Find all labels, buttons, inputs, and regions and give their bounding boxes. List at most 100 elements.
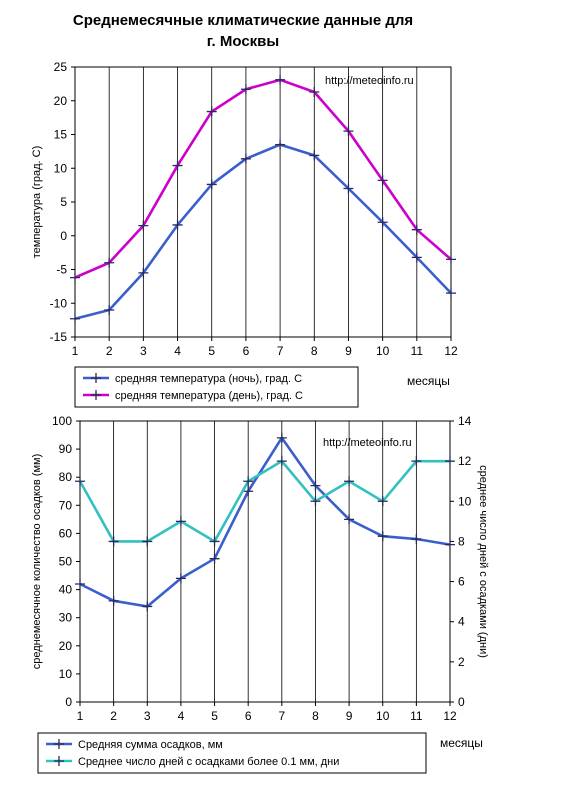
legend-marker-1 [91, 373, 101, 383]
data-point-marker [75, 476, 85, 487]
data-point-marker [343, 126, 354, 137]
data-point-marker [377, 496, 388, 507]
data-point-marker [108, 595, 119, 606]
legend-box [74, 366, 359, 408]
legend-box [37, 732, 427, 774]
data-point-marker [343, 183, 354, 194]
x-axis-label: месяцы [440, 736, 483, 750]
watermark-text: http://meteoinfo.ru [323, 437, 412, 449]
y-tick-label: 25 [54, 60, 68, 74]
data-point-marker [411, 534, 422, 545]
data-point-marker [344, 514, 355, 525]
plot-area [74, 66, 452, 338]
x-tick-label: 5 [211, 709, 218, 723]
data-point-marker [310, 480, 321, 491]
series-line-2 [78, 459, 450, 543]
data-point-marker [108, 536, 119, 547]
y-right-tick-label: 8 [458, 534, 465, 548]
chart-title: Среднемесячные климатические данные для … [0, 10, 486, 52]
data-point-marker [209, 553, 220, 564]
data-point-marker [104, 305, 115, 315]
y-tick-label: 60 [59, 526, 73, 540]
legend-marker-2 [91, 390, 101, 400]
series-line-1 [74, 143, 452, 321]
x-tick-label: 2 [106, 344, 113, 358]
x-tick-label: 7 [277, 344, 284, 358]
x-tick-label: 10 [376, 709, 390, 723]
y-tick-label: 70 [59, 498, 73, 512]
y-tick-label: 0 [65, 695, 72, 709]
data-point-marker [206, 179, 217, 190]
y-right-axis-label: среднее число дней с осадками (дни) [477, 465, 489, 658]
data-point-marker [377, 531, 388, 542]
data-point-marker [411, 224, 422, 235]
data-point-marker [206, 106, 217, 117]
data-point-marker [75, 578, 85, 589]
x-tick-label: 6 [245, 709, 252, 723]
data-point-marker [172, 219, 183, 230]
y-axis-label: среднемесячное количество осадков (мм) [31, 454, 43, 670]
temperature-chart: 1 2 3 4 5 6 7 8 9 10 11 12-15-10-50510152025темпера… [31, 60, 458, 408]
x-tick-label: 12 [444, 344, 458, 358]
chart-title-line-1: Среднемесячные климатические данные для [72, 12, 414, 29]
data-point-marker [104, 257, 115, 268]
legend-marker-1 [54, 739, 64, 749]
y-tick-label: 20 [59, 639, 73, 653]
x-tick-label: 4 [174, 344, 181, 358]
data-point-marker [70, 313, 80, 324]
data-point-marker [275, 139, 286, 150]
data-point-marker [142, 601, 153, 612]
x-tick-label: 12 [443, 709, 457, 723]
y-tick-label: 40 [59, 583, 73, 597]
data-point-marker [175, 516, 186, 527]
y-right-tick-label: 12 [458, 454, 472, 468]
y-tick-label: 15 [54, 128, 68, 142]
x-tick-label: 11 [411, 344, 424, 358]
legend-marker-2 [54, 756, 64, 766]
x-tick-label: 8 [312, 709, 319, 723]
data-point-marker [309, 150, 320, 161]
data-point-marker [243, 476, 254, 487]
legend-label-1: средняя температура (ночь), град. С [115, 373, 302, 385]
x-tick-label: 1 [72, 344, 79, 358]
y-tick-label: 30 [59, 611, 73, 625]
data-point-marker [240, 153, 251, 164]
y-tick-label: -5 [56, 263, 67, 277]
data-point-marker [310, 496, 321, 507]
x-tick-label: 7 [278, 709, 285, 723]
chart-title-line-2: г. Москвы [206, 33, 280, 50]
x-tick-label: 6 [243, 344, 250, 358]
x-tick-label: 3 [140, 344, 147, 358]
x-tick-label: 3 [144, 709, 151, 723]
data-point-marker [445, 456, 455, 467]
data-point-marker [309, 86, 320, 97]
y-right-tick-label: 0 [458, 695, 465, 709]
y-tick-label: 5 [60, 195, 67, 209]
data-point-marker [446, 288, 456, 299]
y-tick-label: 90 [59, 442, 73, 456]
plot-area [79, 420, 451, 703]
y-right-tick-label: 2 [458, 655, 465, 669]
data-point-marker [172, 160, 183, 171]
legend-label-2: Среднее число дней с осадками более 0.1 … [78, 756, 339, 768]
y-right-tick-label: 10 [458, 494, 472, 508]
x-tick-label: 8 [311, 344, 318, 358]
x-tick-label: 9 [346, 709, 353, 723]
data-point-marker [275, 74, 286, 85]
data-point-marker [446, 254, 456, 265]
y-axis-label: температура (град. С) [31, 146, 43, 259]
y-tick-label: -15 [50, 330, 68, 344]
x-axis-label: месяцы [407, 374, 450, 388]
data-point-marker [276, 432, 287, 443]
series-line-1 [79, 436, 451, 608]
data-point-marker [445, 539, 455, 550]
data-point-marker [138, 267, 149, 278]
watermark-text: http://meteoinfo.ru [325, 75, 414, 87]
x-tick-label: 4 [178, 709, 185, 723]
y-right-tick-label: 6 [458, 575, 465, 589]
y-tick-label: 50 [59, 555, 73, 569]
y-tick-label: 10 [59, 667, 73, 681]
series-line-2 [74, 78, 452, 279]
y-tick-label: 80 [59, 470, 73, 484]
y-tick-label: 10 [54, 161, 68, 175]
